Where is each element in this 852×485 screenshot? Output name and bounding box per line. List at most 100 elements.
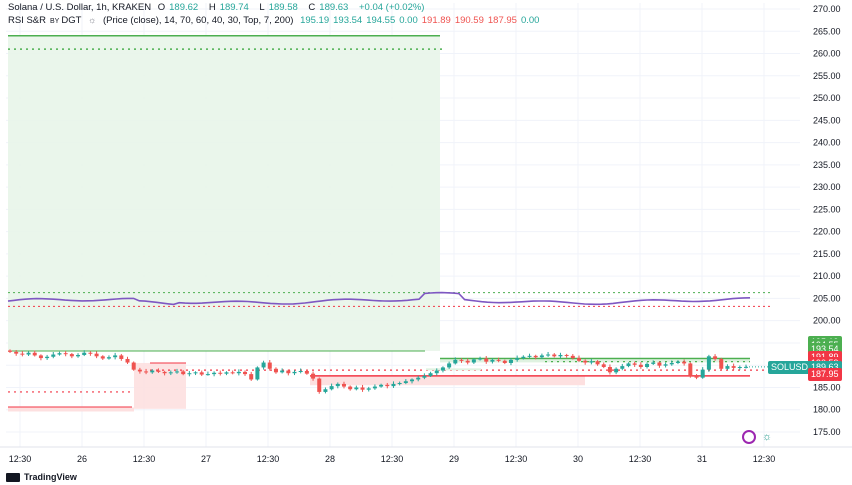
y-tick-label: 255.00 [813,71,841,81]
indicator-legend[interactable]: RSI S&R BY DGT ☼ (Price (close), 14, 70, 6… [8,14,547,28]
candle-body [76,354,81,357]
candle-body [8,350,12,352]
candle-body [422,375,427,378]
candle-body [527,355,532,357]
candle-body [478,358,483,360]
candle-body [26,352,31,355]
close-label: C [308,2,316,13]
high-value: 189.74 [219,2,249,13]
candle-body [521,356,526,359]
indicator-value: 193.54 [333,15,363,26]
x-tick-label: 12:30 [505,454,528,464]
x-tick-label: 12:30 [381,454,404,464]
x-tick-label: 26 [77,454,87,464]
x-tick-label: 29 [449,454,459,464]
indicator-value: 0.00 [520,15,540,26]
candle-body [539,355,544,358]
candle-body [632,363,637,365]
candle-body [651,362,656,364]
candle-body [570,355,575,359]
candle-body [669,362,674,365]
x-tick-label: 12:30 [753,454,776,464]
open-value: 189.62 [169,2,199,13]
y-tick-label: 215.00 [813,249,841,259]
candle-body [280,370,285,373]
indicator-purple-icon[interactable] [742,430,756,444]
y-tick-label: 220.00 [813,227,841,237]
candle-body [700,369,705,378]
y-tick-label: 175.00 [813,427,841,437]
candle-body [397,383,402,385]
candle-body [45,356,50,359]
y-tick-label: 250.00 [813,93,841,103]
candle-body [119,355,124,359]
candle-body [243,371,248,375]
close-value: 189.63 [319,2,349,13]
candle-body [688,363,693,376]
candle-body [174,371,179,373]
x-tick-label: 31 [697,454,707,464]
candle-body [224,372,229,374]
rsi-line [7,291,751,306]
indicator-value: 190.59 [454,15,484,26]
indicator-value: 191.89 [421,15,451,26]
y-tick-label: 260.00 [813,49,841,59]
candle-body [329,386,334,390]
price-tag: 187.95 [808,368,842,382]
candle-body [298,370,303,372]
candle-body [552,354,557,357]
candle-body [737,366,742,368]
tradingview-logo-text: TradingView [24,472,77,482]
candle-body [626,363,631,367]
candle-body [348,386,353,390]
symbol-title: Solana / U.S. Dollar, 1h, KRAKEN [8,2,152,13]
y-tick-label: 270.00 [813,4,841,14]
x-tick-label: 12:30 [629,454,652,464]
candle-body [106,357,111,359]
candle-body [731,366,736,368]
y-tick-label: 185.00 [813,382,841,392]
symbol-price-tag: SOLUSD [768,360,812,374]
y-tick-label: 200.00 [813,316,841,326]
candle-body [440,367,445,371]
indicator-by: BY [50,18,60,25]
candle-body [69,354,74,357]
candle-body [638,364,643,367]
candle-body [212,372,217,375]
x-tick-label: 12:30 [9,454,32,464]
candle-body [589,361,594,363]
indicator-value: 195.19 [300,15,330,26]
tradingview-logo[interactable]: TradingView [6,472,77,482]
candle-body [317,378,322,392]
candle-body [434,370,439,374]
green-zone-right [440,359,750,363]
tradingview-logo-icon [6,472,20,482]
candle-body [416,377,421,380]
candle-body [706,356,711,370]
sun-icon[interactable]: ☼ [762,431,773,443]
candle-body [379,384,384,387]
chart-tools: ☼ [742,430,772,444]
candle-body [502,360,507,363]
candle-body [471,359,476,363]
y-tick-label: 210.00 [813,271,841,281]
candle-body [391,383,396,387]
settings-sun-icon[interactable]: ☼ [88,15,97,25]
candle-body [82,352,87,355]
candle-body [428,373,433,376]
candle-body [663,364,668,366]
candle-body [403,381,408,384]
candle-body [484,358,489,362]
candle-body [725,366,730,369]
candle-body [558,354,563,357]
indicator-values: 195.19 193.54 194.55 0.00 191.89 190.59 187.95… [300,15,543,26]
indicator-value: 187.95 [487,15,517,26]
candle-body [249,374,254,380]
candle-body [236,371,241,374]
candle-body [57,353,62,355]
candle-body [335,383,340,387]
candle-body [51,354,56,357]
candle-body [230,372,235,374]
candle-body [645,363,650,367]
